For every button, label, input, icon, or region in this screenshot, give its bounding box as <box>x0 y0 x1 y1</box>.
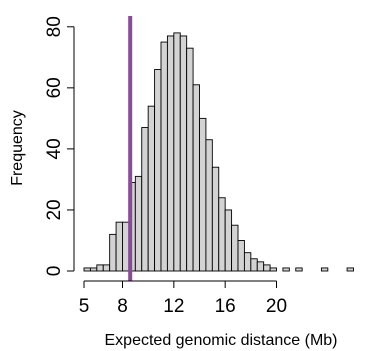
histogram-bar <box>295 267 303 272</box>
histogram-bar <box>173 32 181 272</box>
y-tick-label: 40 <box>44 138 65 159</box>
histogram-bar <box>199 117 207 272</box>
histogram-bar <box>96 264 104 272</box>
x-tick-label: 8 <box>117 296 128 317</box>
x-axis-label: Expected genomic distance (Mb) <box>105 332 338 349</box>
y-tick-label: 20 <box>44 199 65 220</box>
histogram-bar <box>141 127 149 272</box>
x-tick-label: 5 <box>79 296 90 317</box>
x-axis: 5 8 12 16 20 <box>79 280 287 317</box>
histogram-bar <box>134 175 143 272</box>
histogram-bar <box>237 240 245 272</box>
y-tick-label: 80 <box>44 16 65 37</box>
histogram-bar <box>115 221 123 272</box>
histogram-bar <box>160 41 168 272</box>
histogram-bar <box>192 84 200 272</box>
histogram-bar <box>211 166 220 272</box>
histogram-bar <box>83 267 91 272</box>
histogram-bar <box>256 261 265 272</box>
histogram-bar <box>282 267 290 272</box>
y-tick-label: 60 <box>44 77 65 98</box>
histogram-bar <box>109 233 117 272</box>
histogram-bar <box>218 197 226 272</box>
histogram-bar <box>250 258 258 272</box>
histogram-bar <box>147 105 156 272</box>
y-axis-label: Frequency <box>9 110 26 186</box>
histogram-bar <box>89 267 98 272</box>
x-tick-label: 16 <box>215 296 236 317</box>
x-tick-label: 20 <box>266 296 287 317</box>
histogram-bar <box>122 221 130 272</box>
histogram-bar <box>346 267 354 272</box>
histogram-bar <box>263 264 271 272</box>
histogram-bar <box>154 69 162 272</box>
y-axis: 0 20 40 60 80 <box>44 16 75 277</box>
histogram-bar <box>320 267 329 272</box>
histogram-bars <box>83 32 354 272</box>
histogram-bar <box>205 139 213 272</box>
histogram-bar <box>179 35 188 272</box>
histogram-bar <box>243 252 252 272</box>
histogram-bar <box>166 35 175 272</box>
y-tick-label: 0 <box>44 266 65 277</box>
histogram-bar <box>269 267 277 272</box>
histogram-bar <box>186 47 194 272</box>
histogram-bar <box>102 264 111 272</box>
histogram-bar <box>224 209 233 272</box>
x-tick-label: 12 <box>163 296 184 317</box>
histogram-bar <box>231 224 239 272</box>
